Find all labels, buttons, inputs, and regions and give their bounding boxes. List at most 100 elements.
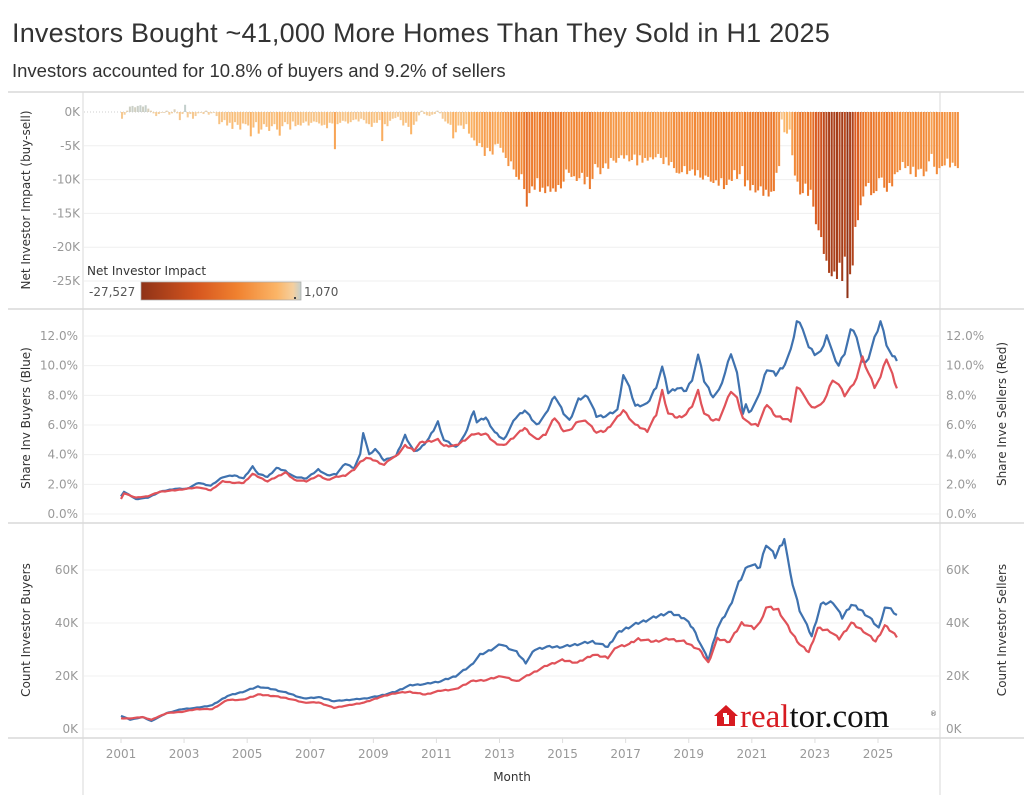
bar [241,112,244,124]
bar [736,112,739,179]
bar [954,112,957,167]
bar [228,112,231,123]
bar [515,112,518,177]
bar [391,112,394,119]
bar [481,112,484,148]
y-tick-label: -20K [53,240,82,254]
x-tick-label: 2021 [737,747,768,761]
bar [699,112,702,178]
bar [625,112,628,156]
bar [825,112,828,261]
y-tick-label: 0K [64,105,81,119]
bar [580,112,584,173]
bar [672,112,676,169]
bar [644,112,647,158]
bar [202,112,205,115]
bar [851,112,854,266]
x-tick-label: 2011 [421,747,452,761]
y-tick-label-left: 20K [55,669,79,683]
bar [236,112,239,125]
share-panel: 0.0% 0.0% 2.0% 2.0% 4.0% 4.0% 6.0% 6.0% 8.0% 8.0%… [40,320,984,521]
y-tick-label-left: 8.0% [48,388,79,402]
bar [231,112,234,129]
bar [901,112,904,163]
bar [730,112,733,181]
bar [833,112,836,272]
bar [373,112,376,123]
bar [347,112,350,124]
bar [441,112,444,119]
bar [554,112,557,192]
bar [278,112,281,136]
bar [675,112,678,173]
y-tick-label-right: 12.0% [946,329,984,343]
bar [294,112,297,127]
bar [205,110,208,112]
series-line-buyers [120,320,898,501]
bar [536,112,539,179]
bar [362,112,365,121]
y-tick-label-right: 60K [946,563,970,577]
bar [667,112,670,166]
bar [638,112,641,156]
bar [783,112,786,133]
bar [302,112,305,123]
bar [375,112,378,123]
bar [349,112,352,123]
bar [331,112,334,124]
bar [930,112,933,154]
bar [651,112,654,160]
logo-text-black: tor.com [789,699,889,735]
bar [628,112,631,162]
y-tick-label-left: 6.0% [48,418,79,432]
bar [212,112,216,113]
bar [454,112,457,133]
bar [620,112,623,156]
bar [431,112,434,115]
bar [281,112,284,127]
bar [467,112,470,134]
bar [439,112,442,114]
bar [909,112,912,175]
bar [344,112,347,122]
bar [754,112,757,193]
bar [483,112,486,156]
bar [654,112,657,158]
bar [888,112,891,183]
bar [370,112,373,127]
bar [357,112,360,122]
bar [843,112,846,257]
bar [176,112,179,114]
bar [544,112,547,194]
bar [512,112,515,170]
bar [488,112,492,152]
bar [941,112,944,167]
y-tick-label: -15K [53,206,82,220]
bar [809,112,812,190]
bar [817,112,820,231]
bar [567,112,570,173]
y-tick-label-right: 10.0% [946,359,984,373]
bar [402,112,405,126]
bar [872,112,875,194]
bar [289,112,292,130]
bar [315,112,318,123]
bar [799,112,802,195]
bar [457,112,460,126]
bar [780,112,783,120]
bar [791,112,794,156]
x-tick-label: 2019 [673,747,704,761]
bar [386,112,389,127]
bar [307,112,310,126]
bar [591,112,594,179]
bar [838,112,841,263]
bar [820,112,823,238]
logo-text-red: real [740,699,789,735]
y-tick-label-right: 4.0% [946,448,977,462]
bar [531,112,534,187]
bar [194,112,197,117]
y-tick-label-right: 0.0% [946,507,977,521]
bar [662,112,665,165]
bar [473,112,476,141]
